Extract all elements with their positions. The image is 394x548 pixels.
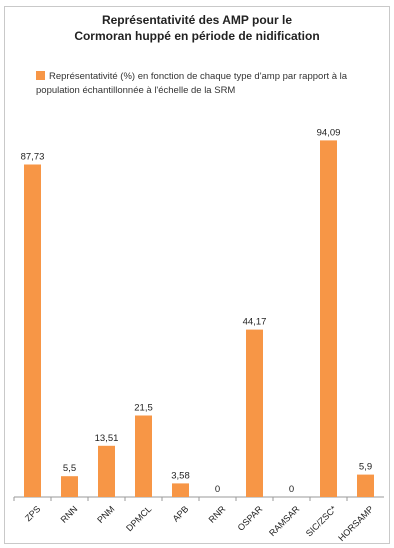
legend-label: Représentativité (%) en fonction de chaq…	[36, 71, 348, 96]
chart-title-line-1: Représentativité des AMP pour le	[101, 13, 293, 27]
value-label: 3,58	[171, 470, 190, 481]
value-label: 5,9	[359, 462, 372, 473]
value-label: 87,73	[21, 152, 45, 163]
value-label: 5,5	[63, 463, 76, 474]
chart-title-line-2: Cormoran huppé en période de nidificatio…	[74, 29, 320, 43]
category-label: ZPS	[23, 504, 42, 523]
legend-swatch	[36, 71, 45, 80]
category-label: RAMSAR	[267, 504, 302, 539]
value-label: 13,51	[95, 433, 119, 444]
category-label: RNN	[59, 504, 80, 525]
bar-dpmcl	[135, 415, 152, 497]
bar-apb	[172, 483, 189, 497]
bar-ospar	[246, 329, 263, 497]
category-label: PNM	[95, 504, 116, 525]
bar-sic-zsc	[320, 140, 337, 497]
category-label: RNR	[207, 504, 228, 525]
value-label: 44,17	[243, 317, 267, 328]
chart-legend: Représentativité (%) en fonction de chaq…	[36, 70, 366, 98]
category-label: SIC/ZSC*	[304, 504, 339, 539]
bar-rnn	[61, 476, 78, 497]
bar-horsamp	[357, 474, 374, 497]
value-label: 0	[215, 484, 220, 495]
bar-zps	[24, 164, 41, 497]
value-label: 94,09	[317, 127, 341, 138]
bar-pnm	[98, 445, 115, 497]
chart-title: Représentativité des AMP pour le Cormora…	[0, 12, 394, 44]
value-label: 21,5	[134, 403, 153, 414]
category-label: HORSAMP	[336, 504, 375, 543]
category-label: DPMCL	[124, 504, 153, 533]
value-label: 0	[289, 484, 294, 495]
category-label: APB	[171, 504, 191, 524]
category-label: OSPAR	[236, 504, 265, 533]
